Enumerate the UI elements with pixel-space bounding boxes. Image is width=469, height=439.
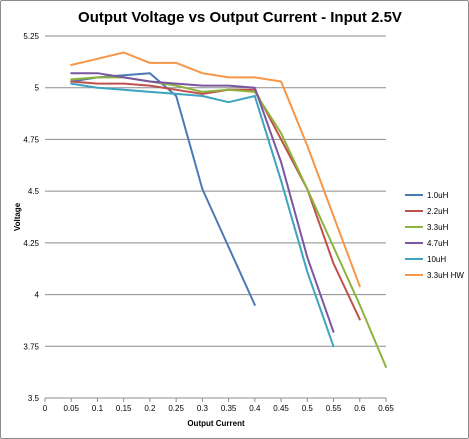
y-tick-label: 4.25 [23, 239, 39, 248]
x-tick-label: 0.3 [197, 404, 209, 413]
legend-label: 3.3uH HW [427, 271, 464, 280]
series-line-3-3uh [70, 76, 387, 368]
x-tick-label: 0.05 [63, 404, 79, 413]
y-tick-label: 4.75 [23, 135, 39, 144]
x-tick-label: 0.1 [92, 404, 104, 413]
y-tick-labels: 3.5 3.75 4 4.25 4.5 4.75 5 5.25 [23, 32, 39, 403]
x-tick-label: 0.35 [221, 404, 237, 413]
x-tick-label: 0.55 [326, 404, 342, 413]
chart-title: Output Voltage vs Output Current - Input… [78, 9, 402, 26]
legend-label: 3.3uH [427, 223, 449, 232]
series-line-1-0uh [70, 72, 256, 306]
x-axis-title: Output Current [187, 419, 245, 428]
legend-label: 1.0uH [427, 191, 449, 200]
legend-label: 2.2uH [427, 207, 449, 216]
y-tick-label: 3.5 [28, 394, 40, 403]
gridlines [45, 35, 386, 347]
legend: 1.0uH 2.2uH 3.3uH 4.7uH 10uH 3.3uH HW [405, 191, 464, 280]
x-tick-label: 0.45 [273, 404, 289, 413]
y-tick-label: 4.5 [28, 187, 40, 196]
series-lines [70, 51, 387, 368]
series-line-4-7uh [70, 72, 335, 333]
x-tick-label: 0.6 [354, 404, 366, 413]
legend-label: 10uH [427, 255, 446, 264]
legend-label: 4.7uH [427, 239, 449, 248]
series-line-3-3uh-hw [70, 51, 361, 288]
x-tick-label: 0.4 [249, 404, 261, 413]
y-tick-label: 5.25 [23, 32, 39, 41]
x-tick-label: 0.15 [116, 404, 132, 413]
y-tick-label: 3.75 [23, 342, 39, 351]
y-tick-label: 4 [35, 291, 40, 300]
y-tick-label: 5 [35, 84, 40, 93]
x-tick-label: 0.25 [168, 404, 184, 413]
x-tick-labels: 0 0.05 0.1 0.15 0.2 0.25 0.3 0.35 0.4 0.45 0.5 0.55… [43, 398, 394, 413]
y-axis-title: Voltage [13, 202, 22, 231]
x-tick-label: 0.2 [144, 404, 156, 413]
series-line-10uh [70, 82, 335, 348]
x-tick-label: 0 [43, 404, 48, 413]
x-tick-label: 0.65 [378, 404, 394, 413]
x-tick-label: 0.5 [302, 404, 314, 413]
